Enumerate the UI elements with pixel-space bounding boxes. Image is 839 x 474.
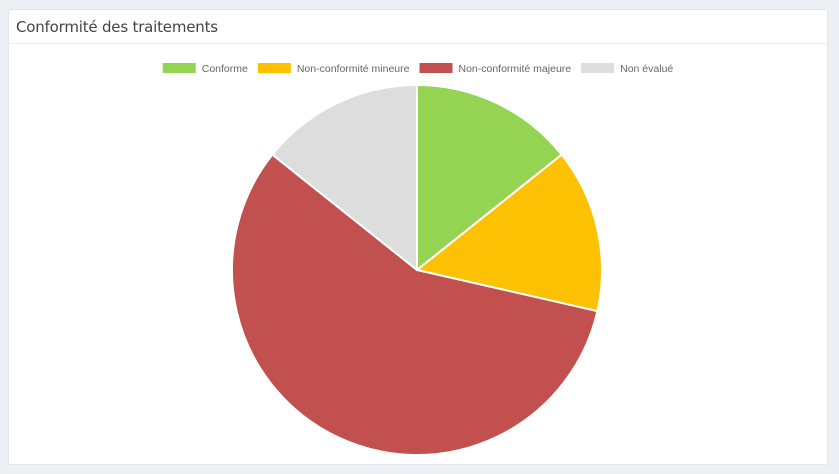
legend-label-non-conformite-mineure[interactable]: Non-conformité mineure — [297, 63, 410, 75]
pie-slice-conforme[interactable] — [416, 84, 563, 271]
chart-legend: Conforme Non-conformité mineure Non-confor… — [162, 63, 673, 75]
legend-label-conforme[interactable]: Conforme — [202, 63, 248, 75]
legend-label-non-evalue[interactable]: Non évalué — [620, 63, 673, 75]
card-title: Conformité des traitements — [16, 18, 218, 36]
legend-swatch-conforme[interactable] — [162, 63, 196, 73]
pie-slices — [231, 84, 603, 456]
legend-swatch-non-conformite-majeure[interactable] — [419, 63, 453, 73]
legend-swatch-non-evalue[interactable] — [581, 63, 615, 73]
legend-swatch-non-conformite-mineure[interactable] — [257, 63, 291, 73]
card-header: Conformité des traitements — [9, 10, 827, 44]
pie-slice-non-conformite-majeure[interactable] — [231, 153, 599, 456]
legend-label-non-conformite-majeure[interactable]: Non-conformité majeure — [458, 63, 571, 75]
pie-slice-non-conformite-mineure[interactable] — [416, 153, 603, 313]
pie-slice-non-evalue[interactable] — [271, 84, 418, 271]
